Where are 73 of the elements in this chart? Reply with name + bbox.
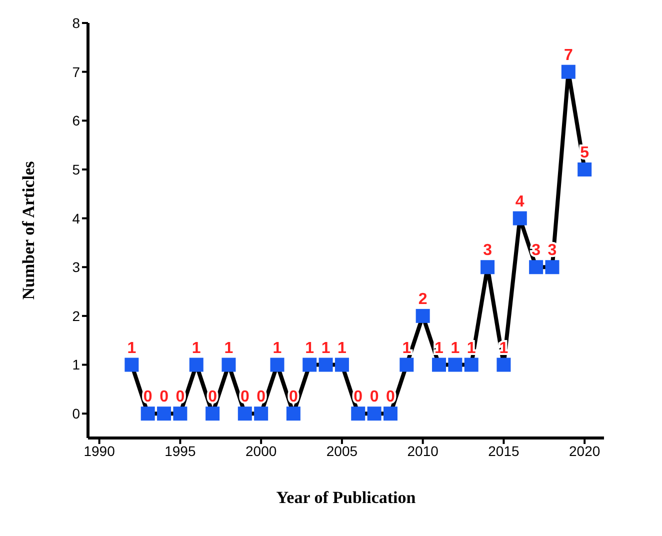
y-tick-label: 5 (72, 161, 80, 178)
point (400, 358, 414, 372)
point (448, 358, 462, 372)
point (367, 406, 382, 421)
data-label: 1 (450, 340, 460, 357)
point (529, 260, 544, 274)
data-label: 1 (272, 340, 282, 357)
x-tick-label: 2020 (569, 442, 600, 459)
data-label: 1 (338, 340, 347, 357)
point (206, 406, 220, 421)
data-label: 3 (532, 242, 541, 260)
point (545, 260, 560, 274)
point (286, 406, 300, 421)
data-label: 0 (143, 388, 152, 406)
y-tick-label: 2 (72, 308, 80, 324)
x-tick-label: 2005 (326, 442, 358, 459)
data-label: 7 (564, 46, 573, 64)
data-label: 0 (354, 388, 363, 406)
data-label: 1 (305, 340, 314, 357)
point (561, 64, 576, 79)
point (140, 406, 155, 421)
y-tick-label: 3 (72, 259, 80, 276)
x-tick-label: 2000 (246, 442, 277, 459)
data-label: 1 (224, 340, 234, 357)
data-label: 0 (240, 388, 250, 406)
y-tick-label: 6 (72, 112, 80, 129)
point (496, 358, 511, 372)
point (157, 406, 172, 421)
data-label: 0 (160, 388, 169, 406)
point (173, 406, 188, 421)
data-label: 1 (127, 340, 136, 357)
x-tick-label: 2010 (407, 442, 439, 459)
data-label: 1 (434, 340, 444, 357)
data-label: 4 (515, 193, 524, 210)
point (416, 308, 430, 323)
point (302, 358, 317, 372)
point (578, 162, 592, 176)
point (222, 358, 236, 372)
point (351, 406, 366, 421)
point (512, 211, 527, 226)
data-label: 3 (548, 242, 557, 260)
point (334, 358, 349, 372)
point (480, 260, 495, 274)
point (270, 358, 284, 372)
point (432, 358, 446, 372)
data-label: 3 (483, 242, 492, 260)
y-tick-label: 7 (72, 64, 80, 80)
data-label: 1 (321, 340, 330, 357)
point (383, 406, 398, 421)
x-tick-label: 1990 (84, 442, 116, 459)
point (318, 358, 333, 372)
data-label: 0 (176, 388, 185, 406)
point (254, 406, 268, 421)
x-tick-label: 1995 (164, 442, 196, 459)
y-tick-label: 0 (72, 406, 80, 422)
point (464, 358, 478, 372)
y-tick-label: 8 (72, 14, 80, 31)
point (189, 358, 204, 372)
data-label: 0 (370, 388, 379, 406)
point (238, 406, 252, 421)
data-label: 0 (256, 388, 266, 406)
data-label: 1 (192, 340, 201, 357)
y-tick-label: 1 (72, 356, 80, 373)
x-axis-title: Year of Publication (276, 488, 416, 507)
x-tick-label: 2015 (488, 442, 520, 459)
y-tick-label: 4 (72, 210, 80, 226)
data-label: 2 (418, 290, 428, 308)
data-label: 0 (208, 388, 218, 406)
data-label: 0 (386, 388, 396, 406)
data-label: 1 (402, 340, 412, 357)
point (124, 358, 139, 372)
y-axis-title: Number of Articles (19, 160, 38, 300)
data-label: 0 (288, 388, 298, 406)
